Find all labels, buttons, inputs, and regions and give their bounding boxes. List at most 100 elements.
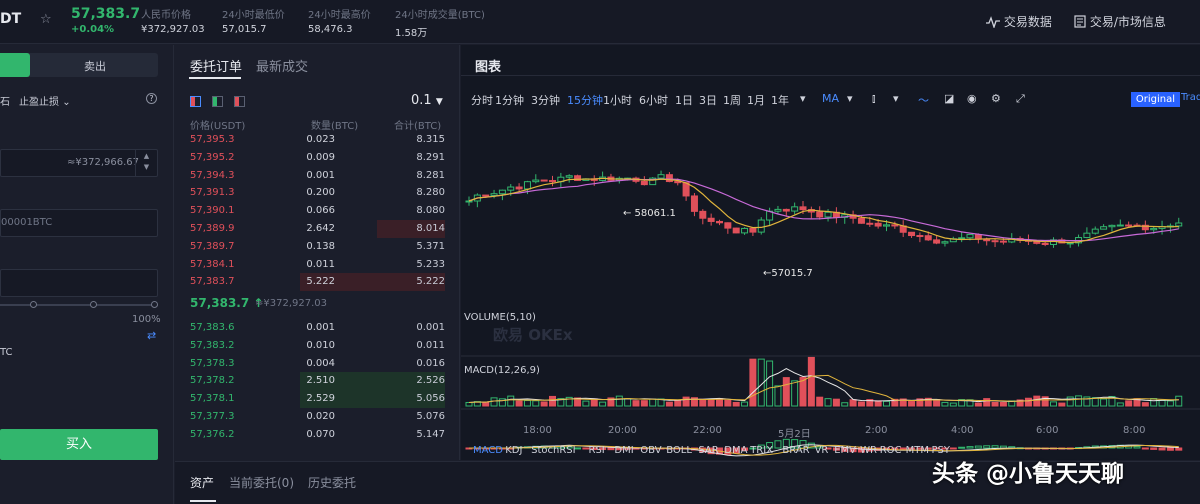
tab-order-book[interactable]: 委托订单 (190, 60, 243, 75)
indicator-option[interactable]: EMV (834, 445, 856, 456)
row-total: 5.147 (416, 428, 445, 440)
interval-option[interactable]: 1日 (675, 94, 693, 107)
candle (999, 240, 1007, 243)
interval-option[interactable]: 1分钟 (495, 94, 524, 107)
symbol-label[interactable]: DT (0, 11, 22, 27)
price-stepper[interactable]: ▲ ▼ (135, 150, 157, 176)
chevron-down-icon[interactable]: ▾ (800, 92, 806, 105)
bid-row[interactable]: 57,383.6 0.001 0.001 (175, 319, 445, 337)
order-type-limit[interactable]: 石 (0, 97, 10, 108)
macd-bar (757, 444, 765, 449)
bid-row[interactable]: 57,378.3 0.004 0.016 (175, 355, 445, 373)
indicator-option[interactable]: SAR (698, 445, 719, 456)
indicator-option[interactable]: DMA (724, 445, 748, 456)
buy-tab[interactable] (0, 53, 30, 77)
view-bids-icon[interactable] (212, 96, 223, 107)
tab-latest-trades[interactable]: 最新成交 (256, 60, 309, 75)
bid-row[interactable]: 57,376.2 0.070 5.147 (175, 426, 445, 444)
interval-option[interactable]: 分时 (471, 94, 493, 107)
indicator-option[interactable]: ROC (879, 445, 902, 456)
ask-row[interactable]: 57,394.3 0.001 8.281 (175, 167, 445, 185)
percent-slider[interactable] (0, 301, 158, 308)
volume-bar (958, 399, 966, 407)
ask-row[interactable]: 57,391.3 0.200 8.280 (175, 184, 445, 202)
tradingview-button[interactable]: Trad (1181, 92, 1200, 103)
settings-icon[interactable]: ⚙ (991, 92, 1001, 105)
indicator-option[interactable]: BOLL (666, 445, 692, 456)
indicator-option[interactable]: DMI (614, 445, 634, 456)
ask-row[interactable]: 57,395.3 0.023 8.315 (175, 131, 445, 149)
ask-row[interactable]: 57,383.7 5.222 5.222 (175, 273, 445, 292)
step-down-icon[interactable]: ▼ (143, 163, 150, 171)
transfer-icon[interactable]: ⇄ (147, 329, 157, 342)
indicator-option[interactable]: RSI (588, 445, 605, 456)
document-icon (1074, 15, 1086, 28)
camera-icon[interactable]: ◉ (967, 92, 977, 105)
indicator-option[interactable]: VR (814, 445, 829, 456)
trade-data-link[interactable]: 交易数据 (986, 13, 1052, 30)
ask-row[interactable]: 57,389.9 2.642 8.014 (175, 220, 445, 238)
precision-select[interactable]: 0.1 ▼ (411, 93, 443, 108)
candle (707, 217, 715, 222)
volume-bar (841, 402, 849, 407)
favorite-star-icon[interactable]: ☆ (40, 12, 52, 27)
indicator-option[interactable]: MTM (905, 445, 929, 456)
ask-row[interactable]: 57,384.1 0.011 5.233 (175, 256, 445, 274)
row-qty: 0.023 (306, 134, 335, 145)
draw-line-icon[interactable]: 〜 (918, 94, 929, 107)
interval-option[interactable]: 1年 (771, 94, 789, 107)
total-input[interactable] (0, 269, 158, 297)
sell-tab[interactable]: 卖出 (84, 60, 106, 73)
indicator-option[interactable]: StochRSI (531, 445, 576, 456)
original-view-button[interactable]: Original (1131, 92, 1180, 107)
tab-order-history[interactable]: 历史委托 (308, 476, 357, 490)
interval-option[interactable]: 15分钟 (567, 94, 603, 107)
bid-row[interactable]: 57,378.1 2.529 5.056 (175, 390, 445, 409)
bid-row[interactable]: 57,383.2 0.010 0.011 (175, 337, 445, 355)
help-icon[interactable]: ? (146, 93, 157, 104)
interval-option[interactable]: 3日 (699, 94, 717, 107)
indicator-option[interactable]: OBV (640, 445, 662, 456)
ask-row[interactable]: 57,390.1 0.066 8.080 (175, 202, 445, 220)
step-up-icon[interactable]: ▲ (143, 152, 150, 160)
order-type-stop[interactable]: 止盈止损 ⌄ (19, 93, 71, 108)
ask-row[interactable]: 57,395.2 0.009 8.291 (175, 149, 445, 167)
chevron-down-icon[interactable]: ▾ (847, 92, 853, 105)
volume-bar (515, 400, 523, 407)
interval-option[interactable]: 1月 (747, 94, 765, 107)
ask-row[interactable]: 57,389.7 0.138 5.371 (175, 238, 445, 256)
interval-option[interactable]: 1小时 (603, 94, 632, 107)
amount-input[interactable]: 00001BTC (0, 209, 158, 237)
chevron-down-icon[interactable]: ▾ (893, 92, 899, 105)
view-asks-icon[interactable] (234, 96, 245, 107)
tab-assets[interactable]: 资产 (190, 476, 215, 490)
candlestick-chart[interactable]: ← 58061.1 ←57015.7 欧易 OKEx (461, 90, 1200, 460)
fullscreen-icon[interactable]: ⤢ (1016, 92, 1025, 105)
interval-option[interactable]: 3分钟 (531, 94, 560, 107)
market-info-link[interactable]: 交易/市场信息 (1074, 13, 1166, 30)
slider-stop[interactable] (90, 301, 97, 308)
indicator-option[interactable]: KDJ (505, 445, 523, 456)
tab-open-orders[interactable]: 当前委托(0) (229, 476, 294, 490)
price-input[interactable]: ≈¥372,966.67 ▲ ▼ (0, 149, 158, 177)
volume-bar (482, 401, 490, 407)
bid-row[interactable]: 57,377.3 0.020 5.076 (175, 408, 445, 426)
row-total: 8.291 (416, 151, 445, 163)
buy-button[interactable]: 买入 (0, 429, 158, 460)
slider-stop[interactable] (151, 301, 158, 308)
ma-select[interactable]: MA (822, 92, 840, 105)
time-tick: 6:00 (1036, 425, 1059, 436)
ruler-icon[interactable]: ◪ (944, 92, 955, 105)
candle-type-icon[interactable]: ⫾ (872, 92, 876, 105)
indicator-option[interactable]: WR (860, 445, 877, 456)
view-both-icon[interactable] (190, 96, 201, 107)
indicator-option[interactable]: BRAR (782, 445, 810, 456)
indicator-option[interactable]: MACD (473, 445, 503, 456)
bid-row[interactable]: 57,378.2 2.510 2.526 (175, 372, 445, 391)
slider-stop[interactable] (30, 301, 37, 308)
interval-option[interactable]: 1周 (723, 94, 741, 107)
indicator-option[interactable]: TRIX (750, 445, 774, 456)
order-book: 委托订单 最新成交 0.1 ▼ 价格(USDT) 数量(BTC) 合计(BTC)… (175, 45, 460, 460)
indicator-option[interactable]: PSY (931, 445, 951, 456)
interval-option[interactable]: 6小时 (639, 94, 668, 107)
